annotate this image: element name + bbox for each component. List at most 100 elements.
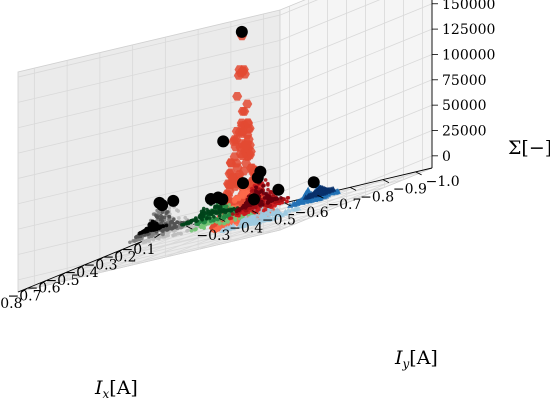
z-tick-label: 150000 (442, 0, 495, 13)
grid-z-back (279, 79, 433, 143)
x-tick-label: −0.3 (84, 257, 118, 273)
circle-marker (228, 216, 232, 221)
circle-marker (172, 217, 176, 221)
circle-marker (260, 189, 264, 193)
x-tick-mark (154, 233, 161, 239)
circle-marker (233, 217, 238, 221)
circle-marker (203, 220, 207, 225)
grid-z-back (279, 0, 319, 16)
circle-marker (250, 205, 254, 210)
triangle-marker (239, 216, 246, 222)
triangle-marker (229, 224, 236, 231)
circle-marker (176, 209, 181, 213)
circle-marker (194, 222, 198, 226)
triangle-marker (256, 218, 263, 225)
x-tick-label: −0.5 (46, 273, 80, 289)
triangle-marker (277, 211, 284, 218)
circle-marker (265, 200, 270, 204)
circle-marker (164, 211, 168, 215)
z-tick-label: 0 (442, 149, 451, 165)
grid-x-floor (84, 202, 347, 266)
circle-marker (253, 185, 258, 190)
y-axis-label: Iy[A] (394, 347, 438, 371)
y-tick-label: −0.7 (327, 197, 361, 213)
hexagon-marker (232, 92, 243, 101)
hexagon-marker (212, 227, 219, 233)
grid-y-floor (230, 179, 384, 242)
circle-marker (244, 211, 248, 216)
z-tick-label: 75000 (442, 73, 487, 89)
triangle-marker (293, 205, 300, 211)
grid-z-back (279, 3, 433, 67)
y-tick-mark (218, 218, 226, 222)
triangle-marker (326, 186, 333, 193)
triangle-marker (295, 198, 302, 205)
circle-marker (141, 230, 146, 234)
highlight-marker (204, 193, 217, 206)
triangle-marker (249, 220, 256, 226)
circle-marker (222, 221, 226, 226)
grid-z-left (17, 141, 281, 205)
highlight-marker (272, 183, 285, 196)
hexagon-marker (237, 151, 248, 161)
circle-marker (186, 228, 190, 233)
x-tick-label: −0.1 (122, 242, 156, 258)
y-tick-mark (317, 194, 324, 199)
circle-marker (263, 178, 268, 182)
x-tick-mark (116, 249, 123, 254)
hexagon-marker (234, 128, 245, 137)
circle-marker (201, 214, 206, 219)
highlight-marker (237, 177, 249, 190)
circle-marker (273, 203, 277, 208)
triangle-marker (314, 195, 321, 202)
circle-marker (209, 212, 214, 216)
triangle-marker (313, 189, 320, 195)
x-tick-mark (40, 280, 47, 285)
triangle-marker (261, 212, 268, 218)
highlight-marker (248, 193, 260, 206)
x-tick-label: −0.8 (0, 296, 23, 312)
grid-x-floor (46, 217, 309, 281)
circle-marker (263, 207, 268, 212)
circle-marker (270, 198, 274, 203)
grid-z-back (279, 130, 433, 193)
circle-marker (224, 204, 229, 209)
circle-marker (167, 206, 172, 210)
y-tick-mark (251, 210, 259, 214)
triangle-marker (289, 206, 296, 212)
y-tick-label: −0.3 (196, 228, 230, 244)
circle-marker (142, 233, 147, 237)
x-tick-label: −0.2 (103, 250, 137, 266)
circle-marker (199, 209, 204, 214)
x-tick-label: −0.4 (65, 265, 99, 281)
grid-x-floor (65, 210, 328, 274)
circle-marker (254, 204, 258, 209)
x-tick-mark (97, 256, 104, 262)
x-tick-mark (135, 241, 142, 246)
grid-lines (17, 0, 433, 289)
circle-marker (167, 214, 172, 219)
circle-marker (177, 216, 181, 220)
circle-marker (238, 207, 242, 211)
grid-x-floor (27, 225, 290, 289)
grid-z-back (279, 155, 433, 219)
triangle-marker (265, 210, 272, 216)
hexagon-marker (242, 118, 253, 127)
y-tick-mark (382, 179, 390, 183)
circle-marker (128, 240, 132, 245)
circle-marker (285, 199, 289, 204)
triangle-marker (269, 215, 276, 221)
x-tick-label: −0.6 (27, 281, 61, 297)
circle-marker (279, 195, 283, 200)
circle-marker (152, 228, 157, 232)
triangle-marker (299, 197, 306, 203)
circle-marker (192, 228, 197, 232)
circle-marker (216, 210, 220, 214)
circle-marker (215, 217, 220, 222)
y-tick-mark (186, 225, 193, 230)
highlight-marker (217, 135, 230, 148)
circle-marker (201, 206, 206, 211)
circle-marker (134, 234, 139, 239)
circle-marker (183, 215, 188, 220)
circle-marker (286, 195, 291, 200)
